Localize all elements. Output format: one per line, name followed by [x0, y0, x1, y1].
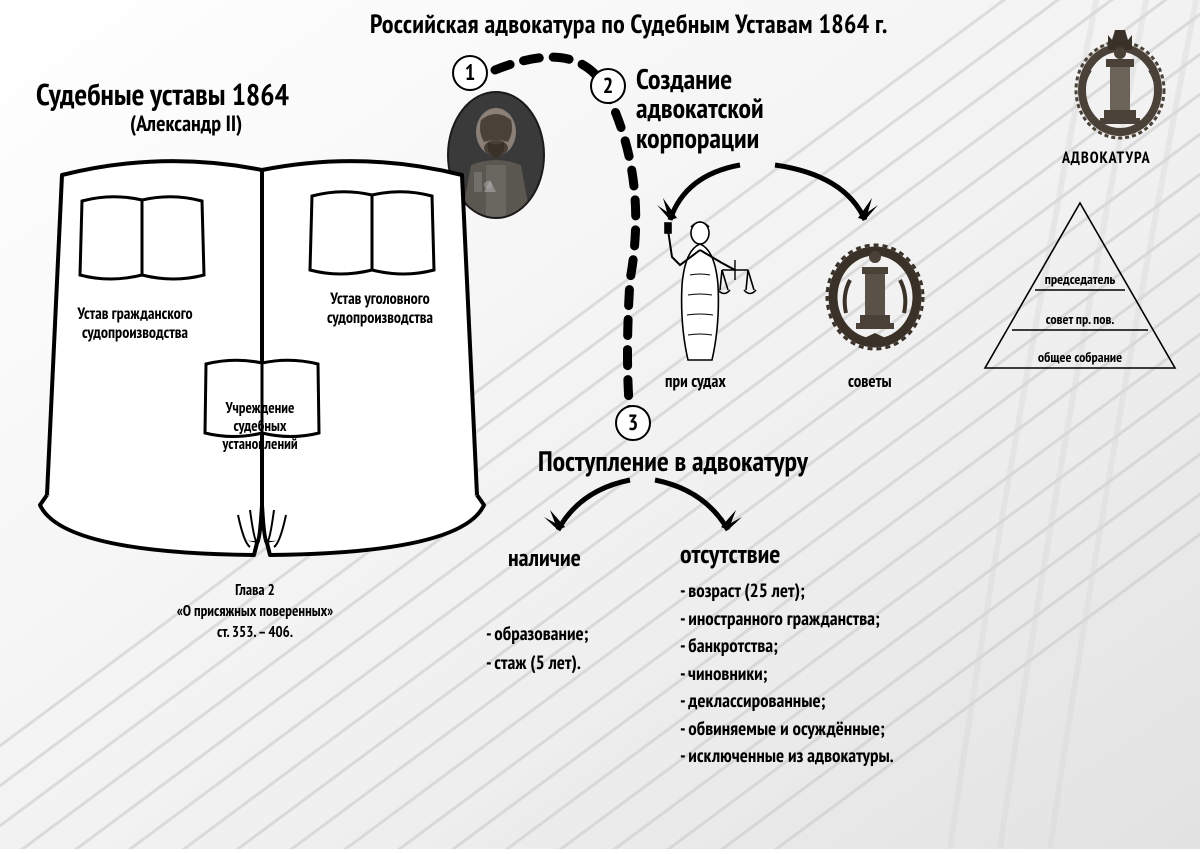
list-item: - исключенные из адвокатуры. — [680, 743, 894, 771]
council-badge-icon — [820, 235, 930, 355]
caption-line-2: «О присяжных поверенных» — [160, 601, 350, 622]
caption-line-1: Глава 2 — [160, 580, 350, 601]
sec2-l3: корпорации — [636, 123, 764, 152]
absence-title: отсутствие — [680, 538, 780, 571]
list-item: - деклассированные; — [680, 688, 894, 716]
caption-line-3: ст. 353. – 406. — [160, 622, 350, 643]
main-title: Российская адвокатура по Судебным Устава… — [370, 8, 888, 41]
lady-justice-icon — [650, 215, 760, 365]
section2-title: Создание адвокатской корпорации — [636, 64, 764, 152]
book-part-1: Устав гражданского судопроизводства — [60, 305, 210, 343]
emblem-label: АДВОКАТУРА — [1062, 148, 1151, 168]
book-part-3: Учреждение судебных установлений — [200, 400, 320, 454]
step-2-circle: 2 — [590, 68, 626, 104]
book-part-2: Устав уголовного судопроизводства — [310, 290, 450, 328]
list-item: - иностранного гражданства; — [680, 606, 894, 634]
list-item: - чиновники; — [680, 661, 894, 689]
advocacy-emblem-icon — [1060, 15, 1180, 145]
list-item: - стаж (5 лет). — [486, 649, 588, 678]
pyramid-level-3: общее собрание — [1005, 348, 1155, 366]
section3-title: Поступление в адвокатуру — [538, 442, 808, 479]
list-item: - обвиняемые и осуждённые; — [680, 716, 894, 744]
pyramid-level-1: председатель — [1015, 270, 1145, 288]
list-item: - возраст (25 лет); — [680, 578, 894, 606]
justice-label: при судах — [665, 370, 726, 392]
open-book-icon — [22, 145, 502, 565]
step-3-circle: 3 — [615, 405, 651, 441]
presence-list: - образование;- стаж (5 лет). — [486, 620, 588, 677]
list-item: - банкротства; — [680, 633, 894, 661]
section1-subtitle: (Александр II) — [130, 110, 242, 138]
section1-title: Судебные уставы 1864 — [36, 75, 289, 114]
presence-title: наличие — [508, 542, 581, 573]
absence-list: - возраст (25 лет);- иностранного гражда… — [680, 578, 894, 771]
book-caption: Глава 2 «О присяжных поверенных» ст. 353… — [160, 580, 350, 643]
pyramid-level-2: совет пр. пов. — [1010, 310, 1150, 328]
list-item: - образование; — [486, 620, 588, 649]
council-label: советы — [848, 370, 892, 392]
